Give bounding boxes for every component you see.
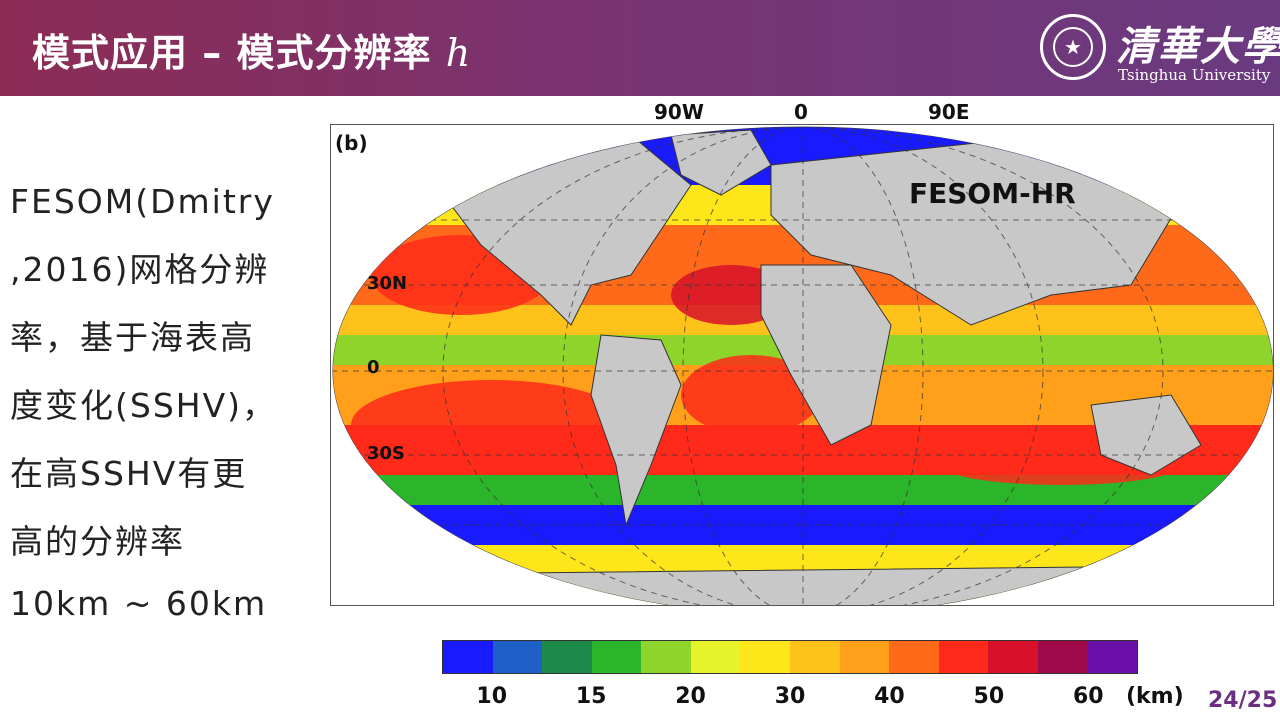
colorbar-tick-label: 30 — [774, 684, 806, 709]
lat-label-0: 0 — [367, 357, 380, 378]
colorbar-segment — [591, 641, 642, 673]
description-line: 在高SSHV有更 — [10, 454, 248, 493]
slide-title-text: 模式应用 – 模式分辨率 — [32, 31, 432, 75]
logo-english-name: Tsinghua University — [1118, 66, 1271, 84]
logo-chinese-name: 清華大學 — [1116, 23, 1280, 70]
description-text: FESOM(Dmitry ,2016)网格分辨 率，基于海表高 度变化(SSHV… — [10, 168, 310, 576]
colorbar-segment — [790, 641, 840, 673]
colorbar-segment — [740, 641, 791, 673]
colorbar-tick-label: 10 — [476, 684, 508, 709]
description-line: FESOM(Dmitry — [10, 182, 275, 221]
resolution-range: 10km ~ 60km — [10, 584, 268, 623]
colorbar-unit: (km) — [1126, 684, 1184, 709]
colorbar-tick-label: 40 — [874, 684, 905, 709]
lon-label-90w: 90W — [654, 100, 704, 124]
lon-label-0: 0 — [794, 100, 808, 124]
colorbar-segment — [889, 641, 939, 673]
resolution-map: (b) FESOM-HR 30N 0 30S — [330, 124, 1274, 606]
colorbar-segment — [938, 641, 989, 673]
description-line: 高的分辨率 — [10, 522, 185, 561]
model-label: FESOM-HR — [909, 177, 1076, 210]
lat-label-30s: 30S — [367, 443, 406, 464]
map-graphic — [332, 126, 1273, 605]
colorbar-segment — [690, 641, 741, 673]
tsinghua-seal-icon: ★ — [1040, 14, 1106, 80]
colorbar-tick-label: 50 — [973, 684, 1005, 709]
colorbar-segment — [542, 641, 592, 673]
colorbar-segment — [988, 641, 1038, 673]
panel-label: (b) — [335, 131, 368, 155]
colorbar-segment — [1037, 641, 1088, 673]
lat-label-30n: 30N — [367, 273, 408, 294]
colorbar-segment — [641, 641, 691, 673]
description-line: 度变化(SSHV)， — [10, 386, 278, 425]
colorbar-tick-label: 60 — [1072, 684, 1104, 709]
description-line: 率，基于海表高 — [10, 318, 255, 357]
resolution-variable: h — [445, 31, 472, 75]
page-number: 24/25 — [1208, 688, 1278, 713]
lon-label-90e: 90E — [928, 100, 970, 124]
colorbar-tick-label: 15 — [575, 684, 607, 709]
slide-title: 模式应用 – 模式分辨率 h — [32, 22, 471, 77]
colorbar-segment — [492, 641, 543, 673]
description-line: ,2016)网格分辨 — [10, 250, 270, 289]
colorbar-segment — [443, 641, 493, 673]
colorbar-segment — [839, 641, 890, 673]
university-logo: ★ 清華大學 Tsinghua University — [1040, 14, 1280, 86]
colorbar-segment — [1087, 641, 1138, 673]
slide-header: 模式应用 – 模式分辨率 h ★ 清華大學 Tsinghua Universit… — [0, 0, 1280, 96]
colorbar — [442, 640, 1138, 674]
colorbar-tick-label: 20 — [675, 684, 706, 709]
